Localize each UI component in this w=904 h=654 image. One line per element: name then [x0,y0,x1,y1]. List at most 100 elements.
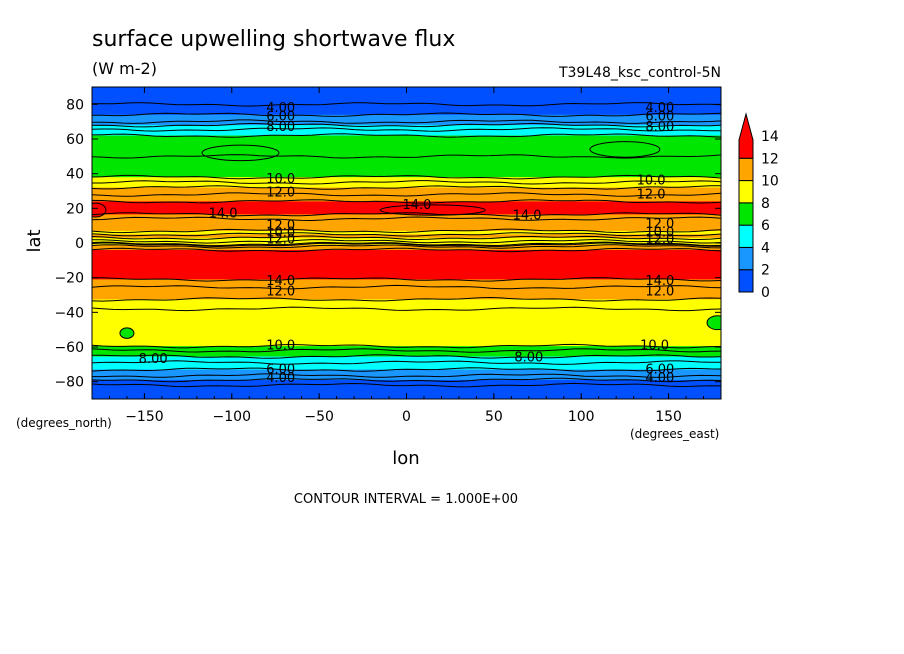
contour-band [92,367,721,370]
contour-band [92,217,721,220]
y-tick-label: 0 [75,236,84,252]
contour-label: 4.00 [645,101,674,116]
contour-line [92,122,721,128]
contour-band [92,178,721,180]
contour-band [92,275,721,277]
contour-band [92,377,721,379]
contour-band [92,359,721,361]
contour-band [92,110,721,112]
contour-band [92,236,721,238]
x-tick-label: 50 [485,409,503,425]
contour-band [92,370,721,372]
contour-band [92,120,721,123]
contour-band [92,189,721,191]
contour-line [92,216,721,222]
contour-band [92,157,721,159]
contour-band [92,353,721,356]
contour-band [92,383,721,385]
contour-band [92,191,721,193]
contour-band [92,326,721,328]
contour-band [92,164,721,166]
contour-band [92,384,721,386]
contour-band [92,184,721,186]
contour-band [92,357,721,359]
contour-label: 8.00 [514,350,543,365]
contour-band [92,132,721,134]
contour-band [92,315,721,318]
y-tick-label: −60 [54,340,84,356]
contour-band [92,249,721,252]
x-axis-ticks: −150 −100 −50 0 50 100 150 [108,87,705,425]
contour-band [92,320,721,322]
contour-band [92,139,721,142]
colorbar-tick-label: 6 [761,218,770,234]
contour-band [92,316,721,319]
contour-label: 14.0 [209,207,238,222]
contour-label: 4.00 [266,101,295,116]
contour-band [92,259,721,261]
contour-band [92,328,721,331]
contour-line [92,238,721,244]
contour-band [92,221,721,223]
colorbar-tick-label: 4 [761,240,770,256]
contour-band [92,192,721,195]
contour-label: 12.0 [637,187,666,202]
contour-band [92,352,721,354]
contour-band [92,131,721,133]
contour-label: 6.00 [266,109,295,124]
contour-label: 10.0 [640,338,669,353]
contour-line [92,235,721,241]
anomaly-patch [92,202,107,218]
contour-band [92,155,721,157]
contour-line [92,185,721,190]
contour-band [92,165,721,168]
contour-band [92,128,721,131]
contour-band [92,338,721,340]
contour-band [92,333,721,335]
colorbar-swatch [738,224,754,248]
contour-line [92,277,721,282]
contour-band [92,97,721,99]
contour-band [92,317,721,319]
contour-band [92,293,721,295]
contour-band [92,153,721,156]
contour-band [92,111,721,113]
contour-band [92,146,721,149]
contour-band [92,233,721,235]
contour-band [92,330,721,332]
contour-label: 10.0 [266,338,295,353]
contour-line [92,154,721,159]
y-unit-label: (degrees_north) [16,416,112,430]
contour-line [92,306,721,312]
contour-band [92,119,721,122]
contour-band [92,282,721,285]
contour-band [92,150,721,152]
contour-band [92,236,721,239]
x-tick-label: −150 [125,409,163,425]
colorbar-tick-label: 12 [761,151,779,167]
chart-units: (W m-2) [92,59,157,78]
contour-line [92,112,721,117]
contour-band [92,358,721,360]
contour-band [92,261,721,263]
contour-band [92,362,721,365]
contour-band [92,117,721,119]
contour-line [92,212,721,217]
contour-band [92,230,721,232]
contour-band [92,148,721,150]
contour-band [92,300,721,302]
y-axis-ticks: 80 60 40 20 0 −20 −40 −60 −80 [54,97,721,391]
contour-interval-note: CONTOUR INTERVAL = 1.000E+00 [294,492,518,507]
contour-line [92,296,721,302]
contour-band [92,141,721,144]
contour-band [92,262,721,265]
contour-label: 4.00 [645,371,674,386]
contour-band [92,95,721,98]
contour-band [92,391,721,393]
x-tick-label: −100 [213,409,251,425]
contour-band [92,256,721,258]
contour-band [92,197,721,199]
contour-band [92,380,721,383]
contour-band [92,109,721,111]
contour-band [92,344,721,346]
